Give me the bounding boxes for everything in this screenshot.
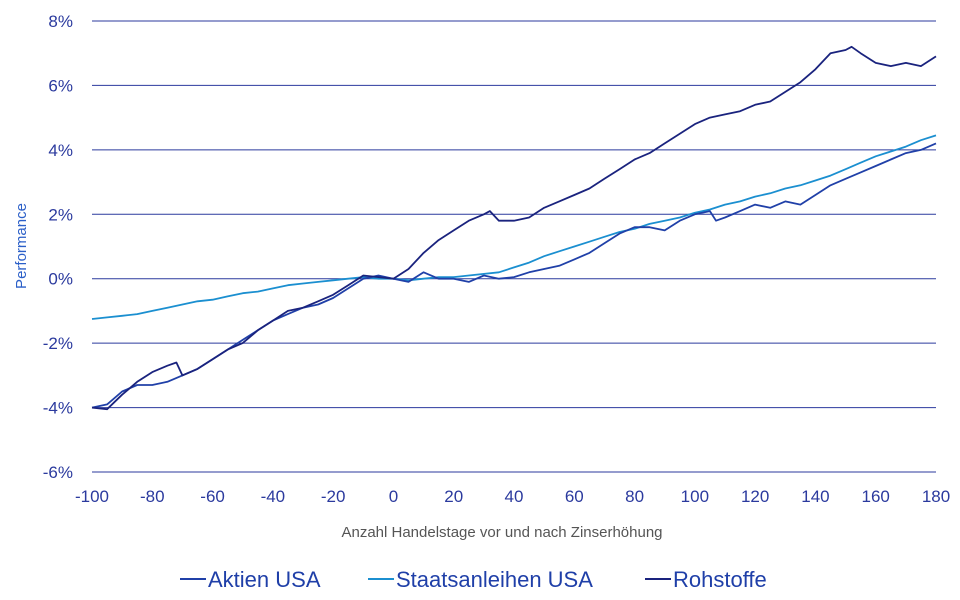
y-tick-label: 8% (48, 12, 73, 31)
y-tick-label: -4% (43, 399, 73, 418)
y-tick-label: 2% (48, 205, 73, 224)
y-tick-label: -6% (43, 463, 73, 482)
y-tick-label: -2% (43, 334, 73, 353)
series-line-2 (91, 45, 937, 411)
y-tick-label: 0% (48, 270, 73, 289)
y-tick-label: 6% (48, 76, 73, 95)
y-axis-tick-labels: -6% -4% -2% 0% 2% 4% 6% 8% (43, 12, 73, 482)
x-axis-tick-labels: -100 -80 -60 -40 -20 0 20 40 60 80 100 120 140 160 180 (75, 487, 950, 506)
legend-label: Staatsanleihen USA (396, 567, 593, 592)
series-lines (91, 45, 937, 411)
x-tick-label: 80 (625, 487, 644, 506)
x-tick-label: 20 (444, 487, 463, 506)
x-tick-label: -100 (75, 487, 109, 506)
y-axis-title: Performance (13, 203, 30, 289)
grid-lines (92, 20, 936, 473)
x-tick-label: 180 (922, 487, 950, 506)
legend: Aktien USA Staatsanleihen USA Rohstoffe (180, 567, 767, 592)
legend-label: Rohstoffe (673, 567, 767, 592)
x-tick-label: -40 (261, 487, 286, 506)
series-line-0 (91, 142, 937, 409)
series-line-1 (91, 134, 937, 320)
x-tick-label: 140 (801, 487, 829, 506)
y-tick-label: 4% (48, 141, 73, 160)
x-tick-label: -80 (140, 487, 165, 506)
x-axis-title: Anzahl Handelstage vor und nach Zinserhö… (341, 524, 662, 541)
x-tick-label: 60 (565, 487, 584, 506)
x-tick-label: 120 (741, 487, 769, 506)
legend-label: Aktien USA (208, 567, 321, 592)
x-tick-label: -60 (200, 487, 225, 506)
x-tick-label: -20 (321, 487, 346, 506)
x-tick-label: 100 (681, 487, 709, 506)
x-tick-label: 0 (389, 487, 398, 506)
x-tick-label: 40 (505, 487, 524, 506)
x-tick-label: 160 (862, 487, 890, 506)
